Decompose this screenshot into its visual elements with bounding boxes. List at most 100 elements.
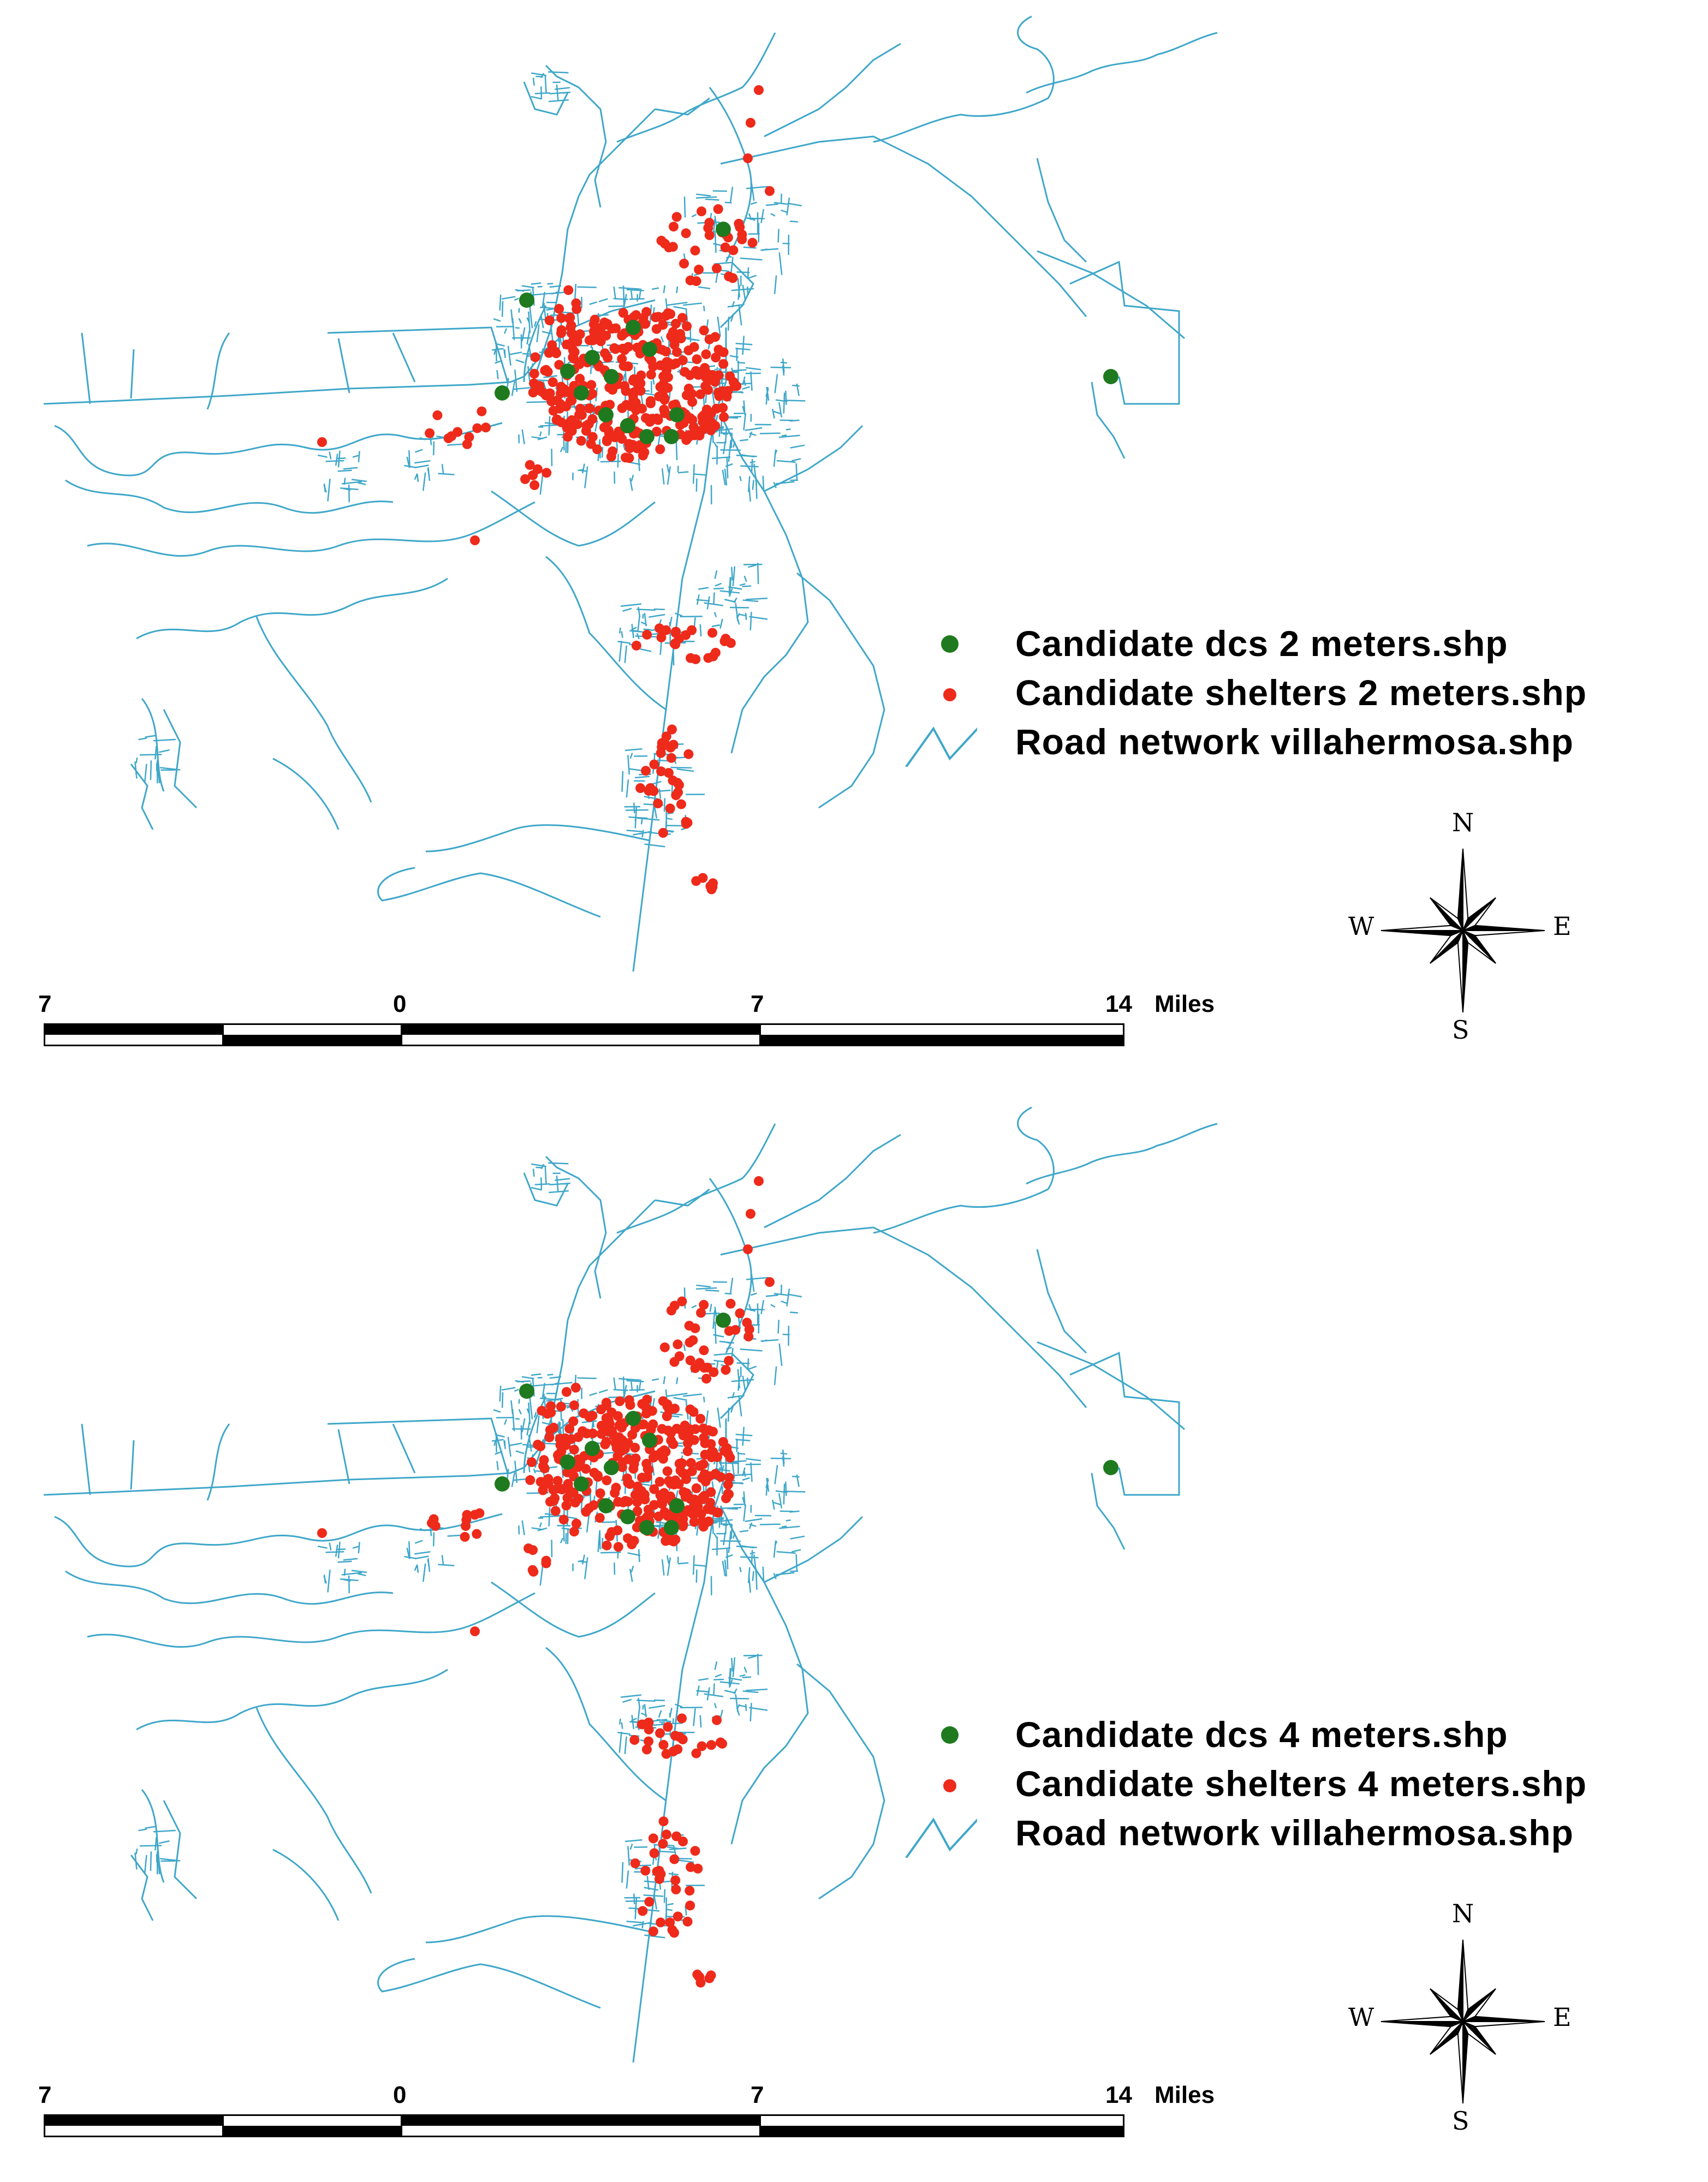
shelter-point [661,1829,671,1840]
shelter-point [630,1453,641,1464]
shelter-point [601,1398,611,1408]
shelter-point [742,1317,752,1328]
shelter-point [644,1736,654,1746]
compass-rose-icon [1380,848,1545,1013]
shelter-point [636,370,646,380]
shelter-point [528,1566,539,1577]
shelter-point [691,654,701,664]
shelter-point [648,1833,658,1844]
shelter-point [470,535,480,545]
shelter-point [728,273,738,283]
shelter-point [722,1443,732,1453]
dcs-point [598,1498,614,1513]
shelter-point [657,345,668,355]
shelter-point [674,1351,685,1361]
shelter-point [541,1558,551,1569]
shelter-point [624,453,634,463]
shelter-point [713,344,724,355]
shelter-point [649,1484,659,1494]
shelter-point [699,325,709,336]
shelter-point [677,1734,688,1744]
road-network [43,1106,1218,2063]
shelter-point [765,1277,775,1287]
shelter-point [661,1749,671,1759]
shelter-point [658,371,669,381]
shelter-point [723,1480,733,1490]
shelter-point [544,315,555,326]
shelter-point [646,398,656,409]
red-dot-icon [943,688,956,701]
shelter-point [683,1438,693,1448]
shelter-point [644,1724,654,1734]
shelter-point [695,1414,706,1424]
shelter-point [701,1517,711,1528]
shelter-point [659,393,670,403]
shelter-point [638,1906,648,1916]
shelter-point [637,403,647,414]
road-network-map[interactable] [0,1091,1708,2182]
shelter-point [682,1446,693,1457]
dcs-point [664,1520,679,1535]
shelter-point [671,212,682,222]
shelter-point [529,378,539,389]
shelter-point [581,420,592,431]
shelter-point [658,828,668,838]
shelter-point [754,1176,764,1186]
shelter-point [674,1479,684,1489]
shelter-point [625,1400,635,1410]
shelter-point [695,1461,705,1471]
shelter-point [689,1517,699,1527]
shelter-point [656,766,666,777]
shelter-point [573,419,582,430]
shelter-point [527,1457,537,1468]
shelter-point [743,153,753,163]
shelter-point [618,361,629,371]
shelter-point [552,414,562,425]
shelter-point [632,342,642,353]
shelter-point [710,1469,721,1479]
shelter-point [670,639,680,649]
shelter-point [632,1522,642,1533]
shelter-point [653,312,664,322]
shelter-point [561,387,571,397]
shelter-point [586,380,597,390]
shelter-point [685,1900,695,1911]
shelter-point [602,1475,612,1486]
dcs-points [495,1313,1118,1535]
shelter-point [711,353,721,362]
shelter-point [668,327,678,337]
shelter-point [704,1973,715,1983]
legend-label: Road network villahermosa.shp [1015,722,1574,762]
shelter-point [544,348,554,358]
shelter-point [558,1515,569,1525]
shelter-point [687,1466,697,1476]
shelter-point [632,443,642,454]
shelter-point [547,377,558,387]
road-network-map[interactable] [0,0,1708,1091]
compass-w: W [1348,911,1374,941]
red-dot-icon [943,1779,956,1792]
shelter-point [719,412,729,422]
shelter-point [602,1540,612,1551]
shelter-point [460,1531,470,1542]
shelter-point [705,1498,716,1508]
shelter-point [659,408,670,419]
shelter-point [430,1521,441,1531]
shelter-point [714,391,724,401]
shelter-point [683,430,694,440]
shelter-point [681,228,691,239]
compass-e: E [1553,2002,1572,2032]
scale-track [44,1023,1124,1046]
shelter-point [641,1408,652,1418]
shelter-point [712,1715,722,1725]
shelter-point [665,1917,675,1928]
shelter-point [648,1926,658,1936]
shelter-point [710,332,721,342]
shelter-point [728,245,739,255]
shelter-point [649,1500,659,1510]
shelter-point [649,1848,659,1858]
shelter-point [602,436,612,446]
shelter-point [765,186,775,196]
shelter-point [656,632,666,642]
shelter-point [586,439,596,449]
